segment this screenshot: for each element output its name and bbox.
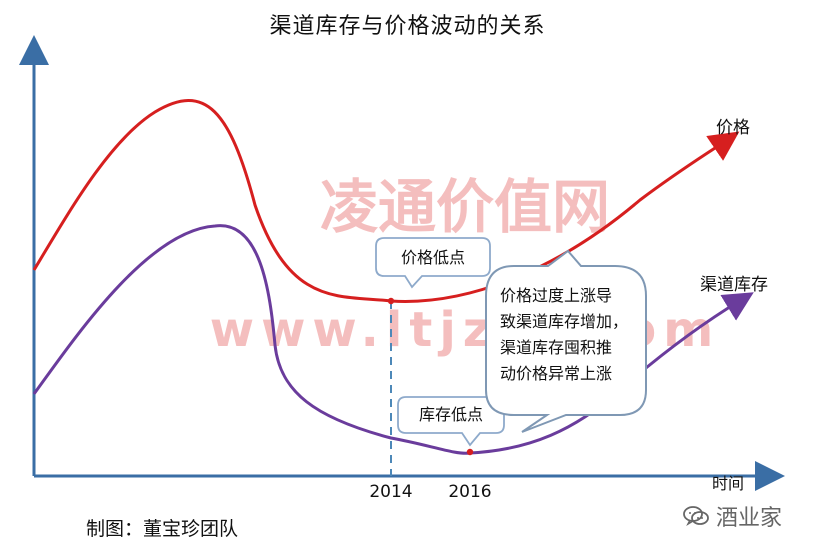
watermark-title: 凌通价值网 xyxy=(320,173,610,241)
inventory-low-point xyxy=(466,448,474,456)
price-low-callout-text: 价格低点 xyxy=(401,248,465,267)
tick-2014: 2014 xyxy=(369,482,412,502)
price-low-callout: 价格低点 xyxy=(375,237,491,289)
price-series-line xyxy=(32,99,740,303)
diagram-title: 渠道库存与价格波动的关系 xyxy=(269,14,546,39)
tick-2016: 2016 xyxy=(448,482,491,502)
explanation-line-4: 动价格异常上涨 xyxy=(500,364,612,383)
brand-name: 酒业家 xyxy=(716,506,783,531)
axes: 时间 xyxy=(19,35,785,493)
wechat-logo-icon xyxy=(682,504,710,528)
x-axis-label: 时间 xyxy=(712,474,744,493)
inventory-low-callout-text: 库存低点 xyxy=(419,405,483,424)
explanation-line-3: 渠道库存囤积推 xyxy=(500,338,612,357)
explanation-callout: 价格过度上涨导 致渠道库存增加， 渠道库存囤积推 动价格异常上涨 xyxy=(485,249,647,433)
inventory-series-label: 渠道库存 xyxy=(700,275,768,295)
price-low-point xyxy=(387,297,395,305)
explanation-callout-box xyxy=(485,249,647,433)
chart-credit: 制图：董宝珍团队 xyxy=(86,518,239,540)
explanation-line-2: 致渠道库存增加， xyxy=(500,312,628,331)
price-low-callout-box xyxy=(375,237,491,289)
inventory-low-callout: 库存低点 xyxy=(397,396,505,447)
explanation-line-1: 价格过度上涨导 xyxy=(500,286,612,305)
brand-logo: 酒业家 xyxy=(682,500,782,532)
price-series-label: 价格 xyxy=(716,118,750,138)
